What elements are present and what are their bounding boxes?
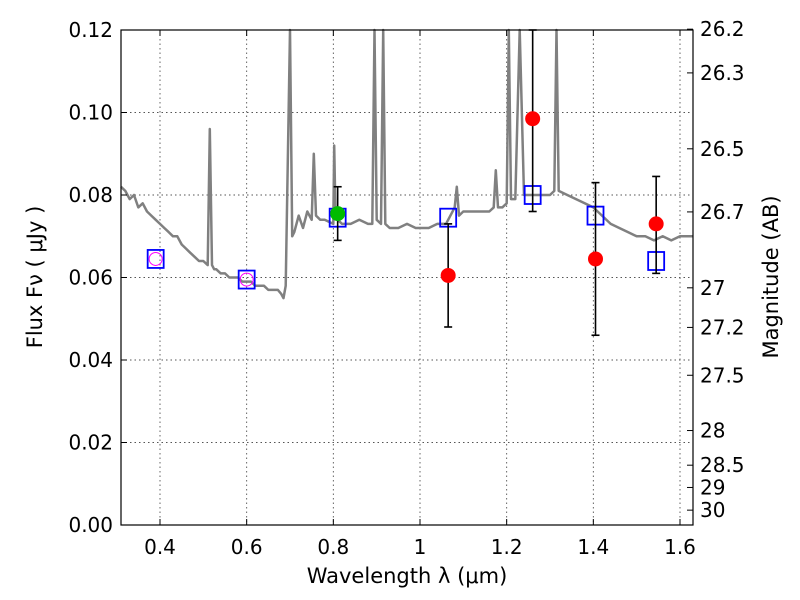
observed-flux-point xyxy=(440,267,456,283)
y2-tick-label: 28.5 xyxy=(700,453,745,477)
y2-tick-label: 27.5 xyxy=(700,363,745,387)
y-tick-label: 0.08 xyxy=(68,183,113,207)
axis-ticks: 0.4 0.6 0.8 1 1.2 1.4 1.6 0.00 0.02 0.04 0.06 0.08 0… xyxy=(68,17,744,559)
observed-flux-point xyxy=(330,206,346,222)
y-tick-label: 0.06 xyxy=(68,266,113,290)
x-tick-label: 1.6 xyxy=(664,535,696,559)
x-tick-label: 0.4 xyxy=(144,535,176,559)
y2-tick-label: 26.3 xyxy=(700,61,745,85)
y2-tick-label: 30 xyxy=(700,498,725,522)
x-tick-label: 1.2 xyxy=(491,535,523,559)
y2-tick-label: 27.2 xyxy=(700,315,745,339)
y-tick-label: 0.12 xyxy=(68,18,113,42)
y2-tick-label: 27 xyxy=(700,276,725,300)
photometry-layer xyxy=(146,29,666,337)
model-photometry-square xyxy=(146,249,165,269)
x-axis-label: Wavelength λ (μm) xyxy=(307,564,508,588)
model-photometry-square xyxy=(237,269,256,290)
x-tick-label: 1 xyxy=(414,535,427,559)
observed-flux-point xyxy=(588,251,603,267)
y-tick-label: 0.00 xyxy=(68,513,113,537)
x-tick-label: 0.8 xyxy=(317,535,349,559)
x-tick-label: 1.4 xyxy=(577,535,609,559)
y2-tick-label: 26.5 xyxy=(700,137,745,161)
y-tick-label: 0.04 xyxy=(68,348,113,372)
y-tick-label: 0.10 xyxy=(68,101,113,125)
upper-limit-marker xyxy=(148,251,163,266)
y2-tick-label: 29 xyxy=(700,475,725,499)
y2-tick-label: 28 xyxy=(700,419,725,443)
y2-tick-label: 26.7 xyxy=(700,200,745,224)
y-tick-label: 0.02 xyxy=(68,431,113,455)
y-axis-label: Flux Fν ( μJy ) xyxy=(23,206,47,349)
x-tick-label: 0.6 xyxy=(231,535,263,559)
y2-tick-label: 26.2 xyxy=(700,17,745,41)
observed-flux-point xyxy=(525,111,541,127)
observed-flux-point xyxy=(648,216,664,232)
y2-axis-label: Magnitude (AB) xyxy=(759,195,783,358)
upper-limit-marker xyxy=(239,272,254,287)
